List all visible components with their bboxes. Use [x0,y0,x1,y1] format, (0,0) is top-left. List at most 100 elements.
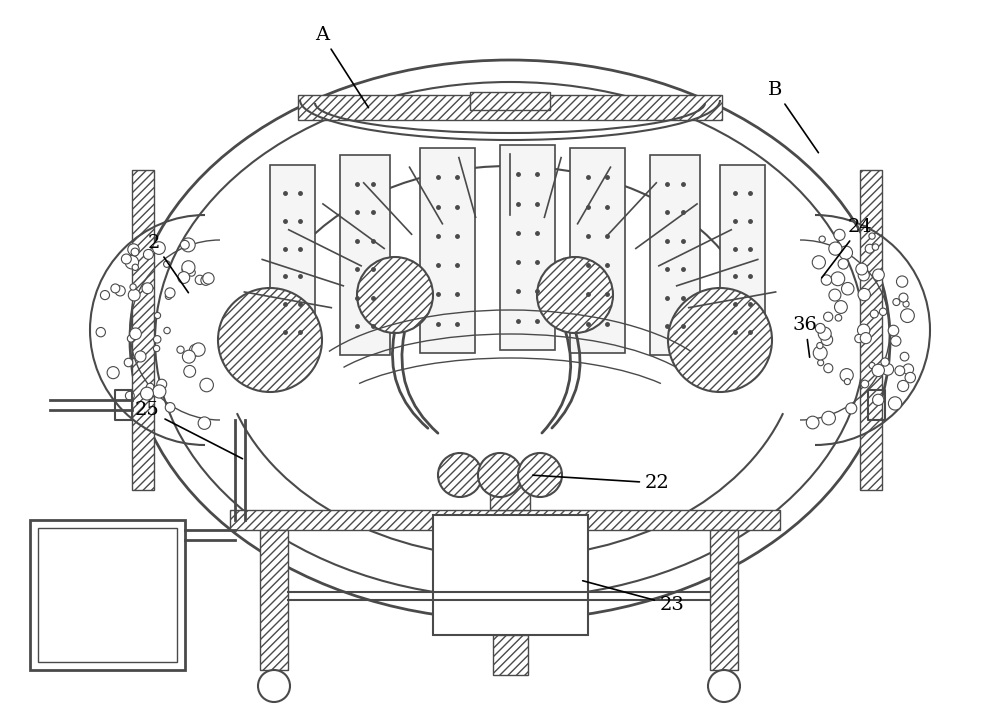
Circle shape [842,283,854,295]
Circle shape [870,310,878,318]
Circle shape [141,387,153,400]
Circle shape [125,391,134,400]
Circle shape [869,233,875,239]
Circle shape [817,342,823,349]
Text: 22: 22 [533,474,670,492]
Circle shape [844,379,850,385]
Circle shape [829,289,841,301]
Circle shape [857,324,870,337]
Circle shape [115,286,125,296]
Circle shape [865,244,874,253]
Circle shape [195,276,204,284]
Circle shape [154,313,161,318]
Circle shape [153,241,165,254]
Circle shape [858,270,869,281]
Circle shape [821,334,833,345]
Circle shape [831,272,845,286]
Circle shape [181,238,195,252]
Circle shape [858,289,870,301]
Circle shape [184,366,196,377]
Circle shape [188,269,195,276]
Circle shape [668,288,772,392]
Circle shape [824,312,833,321]
Circle shape [107,366,119,379]
Text: 36: 36 [793,316,818,357]
Circle shape [177,346,184,353]
Circle shape [203,273,214,284]
Circle shape [157,379,167,389]
Text: 25: 25 [135,401,243,459]
Circle shape [128,289,140,301]
Circle shape [829,242,842,255]
Circle shape [838,259,849,269]
Text: 23: 23 [583,581,685,614]
Circle shape [131,248,139,256]
Circle shape [518,453,562,497]
Circle shape [111,284,120,293]
Circle shape [438,453,482,497]
Circle shape [130,284,136,290]
Circle shape [840,369,853,382]
Circle shape [806,416,819,429]
Circle shape [815,324,825,333]
Circle shape [182,267,188,273]
Circle shape [96,327,105,337]
Circle shape [873,394,884,406]
Bar [710,530,738,670]
Circle shape [821,275,832,285]
Bar [432,515,588,635]
Circle shape [869,363,875,369]
Circle shape [860,332,871,344]
Circle shape [893,299,900,305]
Circle shape [822,411,835,425]
Circle shape [182,350,195,364]
Circle shape [835,315,842,321]
Circle shape [861,380,869,388]
Bar [860,170,882,490]
Circle shape [178,272,190,284]
Bar [340,155,390,355]
Circle shape [818,360,824,366]
Circle shape [135,351,146,362]
Circle shape [132,264,138,270]
Bar [38,528,177,662]
Circle shape [124,358,133,366]
Text: 2: 2 [148,234,188,293]
Circle shape [873,269,884,281]
Circle shape [189,345,201,356]
Circle shape [258,670,290,702]
Circle shape [846,403,857,414]
Bar [470,92,550,110]
Circle shape [899,293,908,302]
Bar [570,148,625,353]
Circle shape [882,364,894,375]
Bar [260,530,288,670]
Bar [720,165,765,360]
Circle shape [812,256,825,269]
Circle shape [164,327,170,334]
Circle shape [121,254,131,264]
Circle shape [218,288,322,392]
Circle shape [165,293,172,300]
Circle shape [146,383,154,391]
Circle shape [895,366,905,376]
Bar [270,165,315,360]
Circle shape [896,276,908,287]
Circle shape [824,364,833,373]
Circle shape [142,283,153,294]
Circle shape [164,261,170,268]
Bar [230,510,780,530]
Circle shape [125,255,139,269]
Circle shape [903,364,914,374]
Circle shape [478,453,522,497]
Circle shape [891,336,901,346]
Circle shape [100,291,110,300]
Circle shape [153,336,161,343]
Circle shape [879,308,887,316]
Circle shape [130,328,141,340]
Circle shape [708,670,740,702]
Bar [490,485,530,510]
Circle shape [839,246,853,260]
Text: 24: 24 [822,218,873,278]
Circle shape [165,403,175,412]
